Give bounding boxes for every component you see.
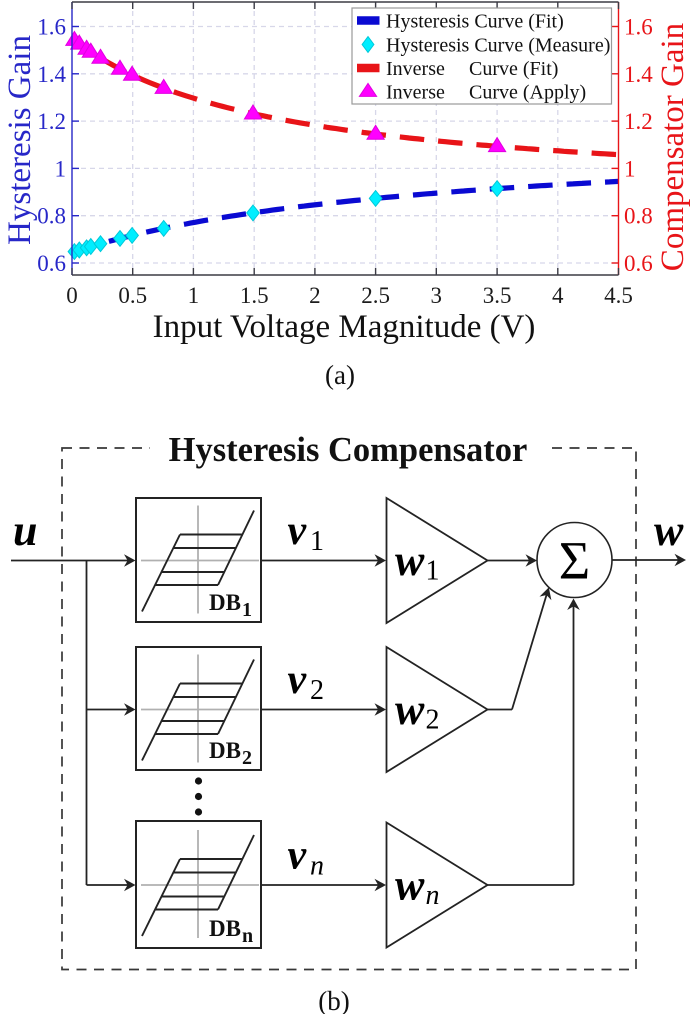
svg-text:Hysteresis Curve (Fit): Hysteresis Curve (Fit) [386,11,564,33]
svg-text:4.5: 4.5 [604,283,633,308]
svg-text:(b): (b) [318,986,349,1014]
svg-text:Σ: Σ [559,531,590,591]
svg-text:v: v [288,833,308,879]
svg-text:1: 1 [55,156,67,181]
svg-text:1: 1 [426,556,440,587]
svg-text:Hysteresis Compensator: Hysteresis Compensator [169,431,528,469]
svg-text:Curve (Apply): Curve (Apply) [469,82,586,104]
svg-text:Inverse: Inverse [386,82,445,104]
svg-text:1: 1 [310,526,324,557]
svg-text:w: w [654,506,684,555]
svg-text:u: u [13,506,37,555]
svg-text:n: n [310,851,324,882]
svg-text:Input Voltage Magnitude (V): Input Voltage Magnitude (V) [153,309,536,345]
svg-text:1: 1 [624,156,636,181]
svg-text:Hysteresis Curve (Measure): Hysteresis Curve (Measure) [386,35,610,57]
svg-text:w: w [395,861,425,910]
svg-text:Compensator Gain: Compensator Gain [655,23,691,271]
svg-text:DB: DB [209,738,241,763]
svg-text:(a): (a) [325,360,355,390]
svg-text:2: 2 [309,283,321,308]
svg-text:1: 1 [188,283,200,308]
svg-text:0.6: 0.6 [37,251,66,276]
svg-text:0: 0 [66,283,78,308]
svg-text:1: 1 [242,599,252,621]
svg-text:0.8: 0.8 [37,204,66,229]
svg-text:0.5: 0.5 [118,283,147,308]
svg-text:v: v [288,657,308,703]
svg-text:2.5: 2.5 [361,283,390,308]
svg-text:v: v [288,508,308,554]
svg-text:1.4: 1.4 [624,62,653,87]
svg-text:1.2: 1.2 [624,109,653,134]
svg-text:4: 4 [552,283,564,308]
svg-text:1.6: 1.6 [37,15,66,40]
svg-text:n: n [426,880,440,911]
svg-text:1.2: 1.2 [37,109,66,134]
svg-text:2: 2 [310,675,324,706]
svg-text:Hysteresis Gain: Hysteresis Gain [2,35,38,245]
svg-text:1.6: 1.6 [624,15,653,40]
svg-text:3.5: 3.5 [483,283,512,308]
svg-text:w: w [395,536,425,585]
svg-text:1.5: 1.5 [240,283,269,308]
svg-text:1.4: 1.4 [37,62,66,87]
svg-text:2: 2 [242,747,252,769]
svg-text:Curve (Fit): Curve (Fit) [469,58,558,80]
svg-text:n: n [242,925,253,947]
svg-text:DB: DB [209,590,241,615]
svg-text:0.8: 0.8 [624,204,653,229]
svg-text:3: 3 [431,283,443,308]
svg-text:2: 2 [426,705,440,736]
svg-text:DB: DB [209,916,241,941]
svg-text:Inverse: Inverse [386,58,445,80]
svg-text:w: w [395,685,425,734]
svg-text:0.6: 0.6 [624,251,653,276]
